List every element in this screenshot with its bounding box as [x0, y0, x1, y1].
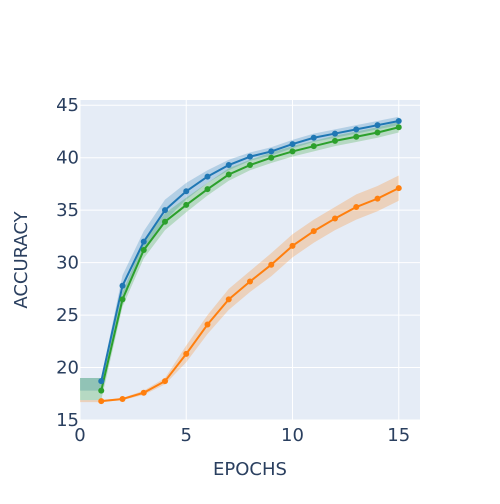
series-2-point — [332, 137, 338, 144]
series-1-point — [374, 122, 381, 129]
series-2-point — [374, 129, 381, 136]
y-tick-label: 25 — [56, 305, 79, 326]
series-3-point — [395, 185, 402, 192]
series-1-point — [332, 130, 338, 137]
series-1-point — [310, 134, 317, 141]
series-2-point — [162, 218, 168, 225]
series-3-point — [353, 204, 360, 211]
series-2-point — [395, 124, 402, 131]
y-tick-label: 35 — [56, 200, 79, 221]
y-tick-label: 40 — [56, 148, 79, 169]
x-axis-label: EPOCHS — [213, 459, 287, 480]
x-tick-label: 15 — [387, 425, 410, 446]
series-3-point — [310, 228, 317, 235]
series-3-point — [332, 215, 338, 222]
y-tick-label: 45 — [56, 95, 79, 116]
series-2-point — [183, 201, 190, 208]
series-2-point — [268, 154, 275, 161]
y-tick-label: 20 — [56, 358, 79, 379]
series-1-point — [225, 162, 232, 169]
series-2-point — [119, 296, 126, 303]
series-1-point — [395, 117, 402, 124]
series-1-point — [247, 153, 253, 160]
series-1-point — [183, 188, 190, 195]
y-axis-ticks: 15 20 25 30 35 40 45 — [56, 95, 79, 431]
series-3-point — [204, 321, 211, 328]
series-3-point — [98, 398, 105, 405]
series-1-point — [140, 238, 147, 245]
confidence-bands — [80, 116, 399, 403]
series-3-point — [268, 261, 275, 268]
series-3-point — [119, 396, 126, 403]
series-1-point — [268, 148, 275, 155]
series-3-point — [225, 296, 232, 303]
x-axis-ticks: 0 5 10 15 — [74, 425, 410, 446]
series-3-point — [183, 350, 190, 357]
series-2-point — [247, 162, 253, 169]
series-2-point — [98, 387, 105, 394]
series-3-point — [247, 278, 253, 285]
series-2-point — [204, 186, 211, 193]
series-3-point — [289, 242, 296, 249]
series-3-point — [140, 389, 147, 396]
y-tick-label: 30 — [56, 253, 79, 274]
x-tick-label: 0 — [74, 425, 85, 446]
series-3-confidence-band — [80, 175, 399, 403]
series-markers — [98, 117, 402, 405]
series-3-point — [374, 195, 381, 202]
x-tick-label: 5 — [181, 425, 192, 446]
y-axis-label: ACCURACY — [11, 210, 32, 308]
series-2-point — [353, 133, 360, 140]
series-1-point — [119, 282, 126, 289]
series-1-point — [204, 173, 211, 180]
series-1-point — [162, 207, 168, 214]
series-3-point — [162, 378, 168, 385]
series-1-point — [98, 378, 105, 385]
x-tick-label: 10 — [281, 425, 304, 446]
series-2-point — [140, 247, 147, 254]
plot-background — [80, 100, 420, 420]
series-2-point — [310, 143, 317, 150]
series-2-point — [225, 171, 232, 178]
series-1-point — [289, 141, 296, 148]
series-2-point — [289, 148, 296, 155]
y-tick-label: 15 — [56, 410, 79, 431]
series-1-point — [353, 126, 360, 133]
